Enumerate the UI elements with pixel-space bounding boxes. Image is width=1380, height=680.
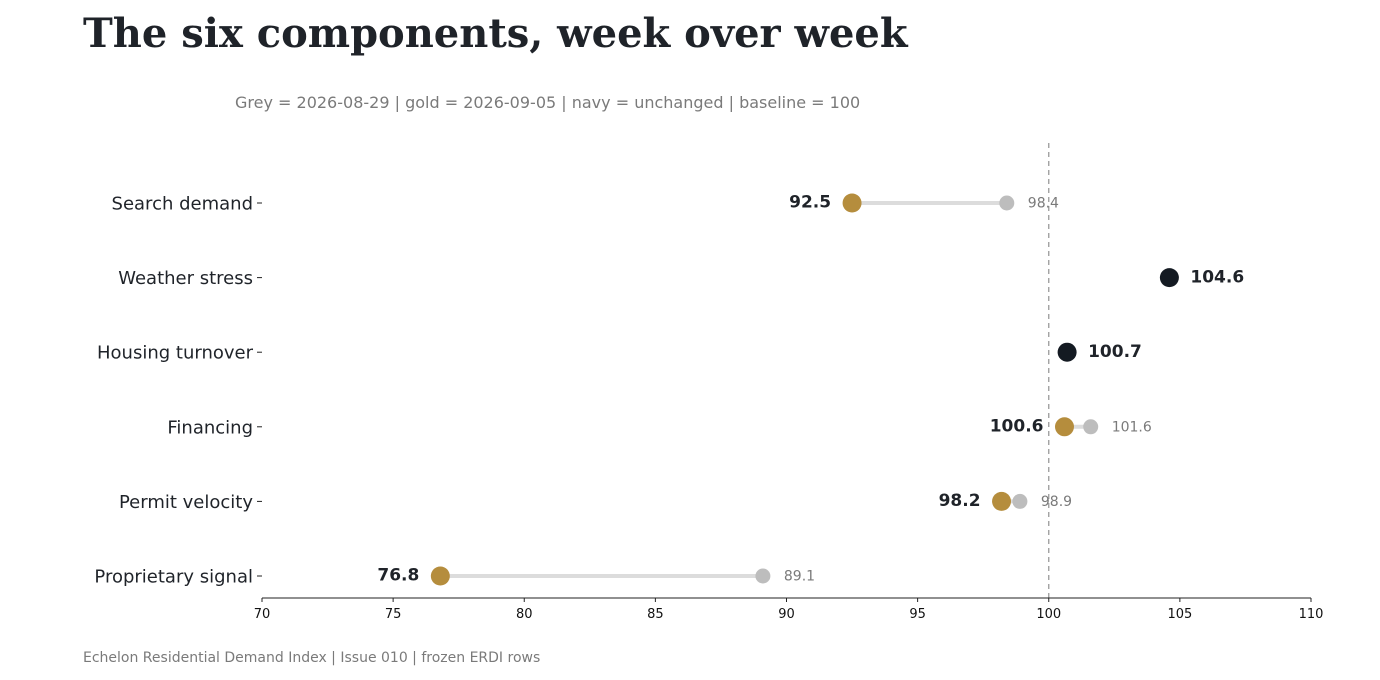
current-week-dot <box>430 566 450 586</box>
category-label: Financing <box>167 417 253 438</box>
current-value-label: 100.6 <box>990 416 1044 436</box>
chart-footer: Echelon Residential Demand Index | Issue… <box>83 650 541 666</box>
x-tick-label: 70 <box>254 607 271 622</box>
current-value-label: 76.8 <box>377 566 419 586</box>
previous-value-label: 101.6 <box>1112 419 1152 435</box>
current-value-label: 98.2 <box>939 491 981 511</box>
previous-value-label: 98.4 <box>1028 196 1059 212</box>
current-value-label: 92.5 <box>789 193 831 213</box>
previous-week-dot <box>1083 419 1099 435</box>
unchanged-value-label: 104.6 <box>1190 268 1244 288</box>
current-week-dot <box>842 193 862 213</box>
unchanged-value-label: 100.7 <box>1088 342 1142 362</box>
previous-week-dot <box>755 568 771 584</box>
previous-value-label: 98.9 <box>1041 494 1072 510</box>
chart-subtitle: Grey = 2026-08-29 | gold = 2026-09-05 | … <box>235 93 861 112</box>
x-tick-label: 90 <box>778 607 795 622</box>
category-label: Search demand <box>112 194 253 215</box>
chart-title: The six components, week over week <box>83 10 908 57</box>
previous-week-dot <box>1012 493 1028 509</box>
previous-value-label: 89.1 <box>784 569 815 585</box>
x-tick-label: 110 <box>1299 607 1324 622</box>
current-week-dot <box>1054 417 1074 437</box>
current-week-dot <box>992 491 1012 511</box>
x-tick-label: 105 <box>1167 607 1192 622</box>
previous-week-dot <box>999 195 1015 211</box>
x-tick-label: 95 <box>909 607 926 622</box>
category-label: Permit velocity <box>119 492 253 513</box>
category-label: Weather stress <box>118 268 253 289</box>
unchanged-dot <box>1057 342 1077 362</box>
category-label: Proprietary signal <box>94 567 253 588</box>
x-tick-label: 100 <box>1036 607 1061 622</box>
x-tick-label: 75 <box>385 607 402 622</box>
category-label: Housing turnover <box>97 343 254 364</box>
x-tick-label: 85 <box>647 607 664 622</box>
x-tick-label: 80 <box>516 607 533 622</box>
unchanged-dot <box>1159 268 1179 288</box>
